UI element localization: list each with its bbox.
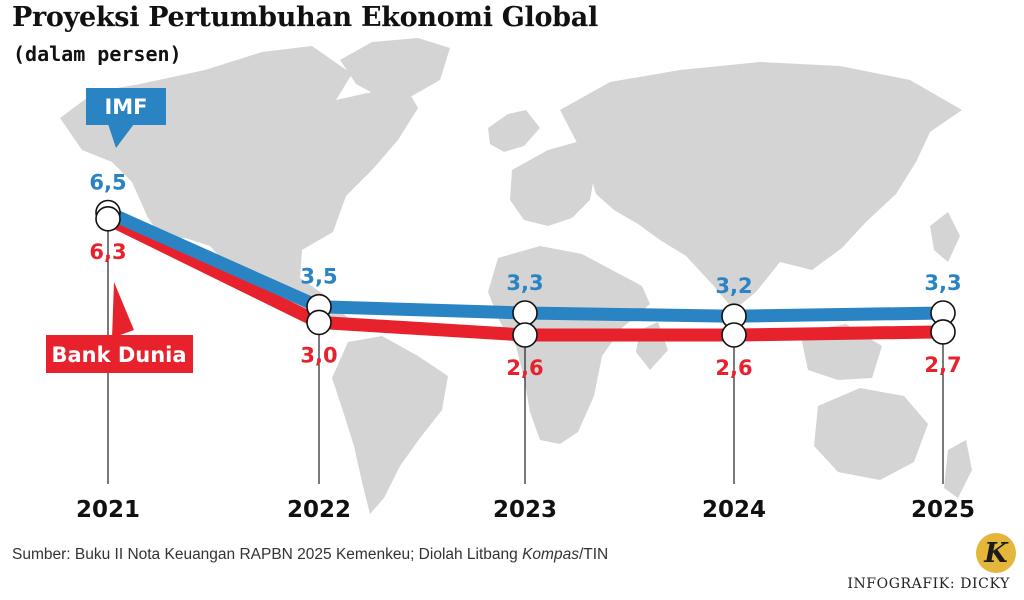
data-markers [95,199,956,348]
x-label-2024: 2024 [702,497,766,523]
value-label-bank-dunia-2023: 2,6 [506,356,543,380]
legend-imf: IMF [86,88,166,148]
value-label-bank-dunia-2021: 6,3 [89,240,126,264]
source-note: Sumber: Buku II Nota Keuangan RAPBN 2025… [12,546,608,564]
legend-bank-dunia: Bank Dunia [46,282,193,373]
marker-bank-dunia-2021 [95,206,121,232]
value-label-bank-dunia-2024: 2,6 [715,356,752,380]
value-label-imf-2022: 3,5 [300,265,337,289]
value-label-bank-dunia-2025: 2,7 [924,353,961,377]
legend-imf-pointer [108,124,134,148]
value-label-imf-2024: 3,2 [715,274,752,298]
x-label-2025: 2025 [911,497,975,523]
x-label-2021: 2021 [76,497,140,523]
value-label-imf-2021: 6,5 [89,171,126,195]
source-text: Sumber: Buku II Nota Keuangan RAPBN 2025… [12,546,523,563]
marker-bank-dunia-2023 [512,322,538,348]
chart-subtitle: (dalam persen) [13,42,182,66]
legend-imf-label: IMF [104,95,147,119]
value-label-imf-2025: 3,3 [924,271,961,295]
infographic-credit: INFOGRAFIK: DICKY [847,576,1010,592]
value-label-imf-2023: 3,3 [506,271,543,295]
x-label-2023: 2023 [493,497,557,523]
chart-title: Proyeksi Pertumbuhan Ekonomi Global [12,2,598,33]
marker-bank-dunia-2022 [306,309,332,336]
source-publication: Kompas [522,546,579,563]
x-label-2022: 2022 [287,497,351,523]
kompas-logo: K [976,533,1016,573]
legend-imf-box [86,88,166,125]
marker-imf-2023 [512,300,538,326]
legend-bank-dunia-pointer [112,282,134,338]
source-suffix: /TIN [578,546,609,563]
value-label-bank-dunia-2022: 3,0 [300,343,337,367]
value-labels: 6,5 3,5 3,3 3,2 3,3 6,3 3,0 2,6 2,6 2,7 [89,171,961,381]
legend-bank-dunia-label: Bank Dunia [51,343,186,367]
legend-bank-dunia-box [46,335,193,373]
x-axis-labels: 2021 2022 2023 2024 2025 [76,497,975,523]
marker-bank-dunia-2025 [930,319,956,345]
marker-bank-dunia-2024 [721,322,747,348]
